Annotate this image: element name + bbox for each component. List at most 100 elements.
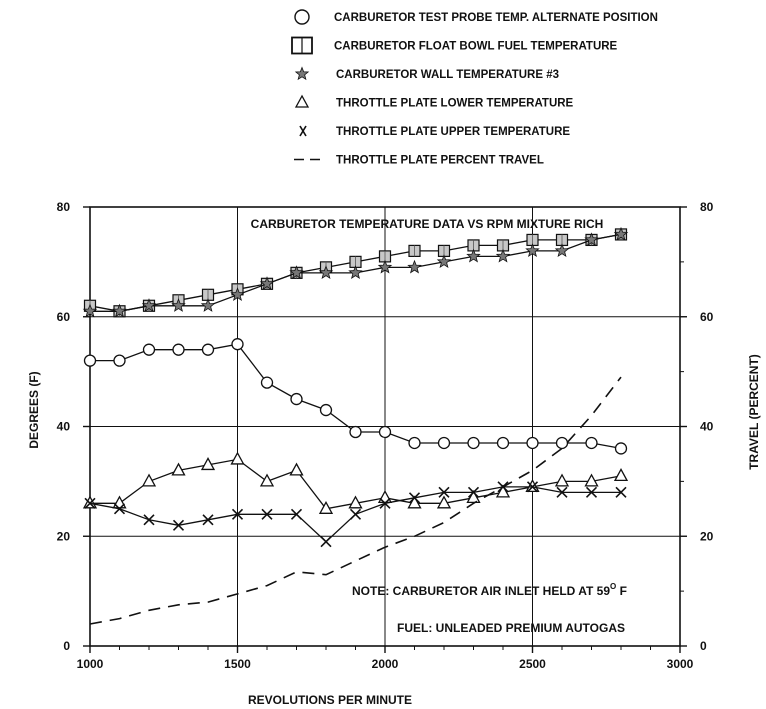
series-2-point-12 (436, 254, 452, 269)
series-4-point-4-b (202, 514, 214, 526)
series-3-point-14 (495, 484, 511, 498)
series-4-point-4 (202, 514, 214, 526)
series-3-point-11 (407, 495, 422, 509)
y2-tick-label-80: 80 (700, 200, 714, 214)
series-4-point-17-b (585, 486, 598, 498)
x-tick-label-2500: 2500 (519, 657, 546, 671)
series-4-point-16-b (556, 486, 568, 498)
series-4-point-18-b (615, 486, 627, 498)
series-4-point-7-b (290, 508, 303, 520)
series-2-point-4 (200, 298, 216, 312)
series-4-point-6 (261, 508, 273, 520)
y-tick-label-80: 80 (57, 200, 71, 214)
series-2-point-8 (318, 265, 334, 280)
note-fuel: FUEL: UNLEADED PREMIUM AUTOGAS (397, 621, 625, 635)
legend-swatch-3 (294, 94, 310, 108)
y2-tick-label-40: 40 (700, 420, 714, 434)
series-0-point-6 (260, 376, 274, 389)
series-3-point-1 (112, 495, 127, 509)
series-4-point-10 (379, 497, 391, 509)
y-tick-label-20: 20 (57, 529, 71, 543)
series-2-point-7 (289, 265, 304, 280)
series-5-line (89, 376, 622, 625)
y-tick-label-0: 0 (63, 639, 70, 653)
y2-tick-label-0: 0 (700, 639, 707, 653)
series-2-point-6 (259, 276, 275, 290)
series-0-point-18 (614, 442, 628, 455)
series-0-point-15 (526, 436, 539, 450)
series-3-point-17 (584, 473, 599, 487)
legend-item-3: THROTTLE PLATE LOWER TEMPERATURE (294, 94, 574, 110)
series-0-point-11 (408, 436, 421, 450)
legend-item-1: CARBURETOR FLOAT BOWL FUEL TEMPERATURE (291, 36, 618, 55)
series-2-point-17 (584, 232, 599, 247)
note-air-inlet-text: NOTE: CARBURETOR AIR INLET HELD AT 59 (352, 584, 610, 598)
series-5 (89, 376, 622, 625)
legend-swatch-2 (294, 66, 310, 81)
series-3-point-18 (613, 468, 629, 482)
series-4 (84, 481, 627, 548)
series-0-point-13 (467, 436, 480, 450)
series-0-point-7 (290, 392, 303, 406)
note-degree-unit: F (616, 584, 627, 598)
series-0-point-17 (585, 436, 598, 450)
series-4-point-18 (615, 486, 627, 498)
chart-title: CARBURETOR TEMPERATURE DATA VS RPM MIXTU… (251, 217, 604, 231)
series-2-point-10 (377, 259, 393, 274)
series-2-point-1 (112, 303, 127, 318)
series-3 (82, 451, 629, 514)
series-0-point-1 (113, 354, 126, 367)
series-3-point-12 (436, 495, 452, 509)
series-4-point-17 (585, 486, 598, 498)
series-4-point-1-b (113, 503, 126, 515)
series-0-point-4 (201, 343, 215, 356)
series-4-point-0-b (84, 497, 96, 509)
series-0-point-3 (172, 343, 185, 356)
series-4-point-0 (84, 497, 96, 509)
legend-label-5: THROTTLE PLATE PERCENT TRAVEL (336, 155, 544, 167)
y-tick-label-40: 40 (57, 420, 71, 434)
legend-swatch-1 (291, 36, 313, 55)
legend: CARBURETOR TEST PROBE TEMP. ALTERNATE PO… (291, 9, 658, 167)
series-4-point-15-b (526, 481, 539, 493)
note-degree-sup: O (610, 582, 616, 591)
series-4-point-3-b (172, 519, 185, 531)
series-3-point-16 (554, 473, 570, 487)
series-2-point-2 (141, 298, 157, 312)
y2-tick-label-60: 60 (700, 310, 714, 324)
series-2-point-18 (613, 226, 629, 241)
series-3-point-2 (141, 473, 157, 487)
legend-item-0: CARBURETOR TEST PROBE TEMP. ALTERNATE PO… (294, 9, 658, 25)
series-4-point-2-b (143, 514, 155, 526)
series-4-point-12-b (438, 486, 450, 498)
legend-label-3: THROTTLE PLATE LOWER TEMPERATURE (336, 98, 574, 110)
series-3-point-10 (377, 489, 393, 503)
series-4-point-16 (556, 486, 568, 498)
series-4-point-10-b (379, 497, 391, 509)
series-3-point-9 (348, 495, 363, 509)
x-axis-label: REVOLUTIONS PER MINUTE (248, 693, 412, 707)
series-4-point-8-b (320, 536, 332, 548)
series-2-point-11 (407, 259, 422, 274)
x-tick-label-3000: 3000 (667, 657, 694, 671)
series-4-point-15 (526, 481, 539, 493)
legend-item-5: THROTTLE PLATE PERCENT TRAVEL (294, 155, 544, 167)
legend-label-0: CARBURETOR TEST PROBE TEMP. ALTERNATE PO… (334, 12, 658, 24)
series-3-point-13 (466, 489, 481, 503)
series-0-point-10 (378, 425, 392, 439)
x-tick-label-2000: 2000 (372, 657, 399, 671)
legend-swatch-4 (299, 125, 307, 137)
series-2-point-9 (348, 265, 363, 280)
series-4-point-11 (408, 492, 421, 504)
x-tick-label-1500: 1500 (224, 657, 251, 671)
series-3-point-7 (289, 462, 304, 476)
series-2-point-0 (82, 303, 98, 318)
series-0-point-2 (142, 343, 156, 356)
series-0-point-16 (555, 436, 569, 450)
legend-label-1: CARBURETOR FLOAT BOWL FUEL TEMPERATURE (334, 41, 618, 53)
series-3-point-6 (259, 473, 275, 487)
series-2 (82, 226, 629, 318)
series-4-point-2 (143, 514, 155, 526)
legend-label-4: THROTTLE PLATE UPPER TEMPERATURE (336, 126, 570, 138)
x-tick-label-1000: 1000 (77, 657, 104, 671)
